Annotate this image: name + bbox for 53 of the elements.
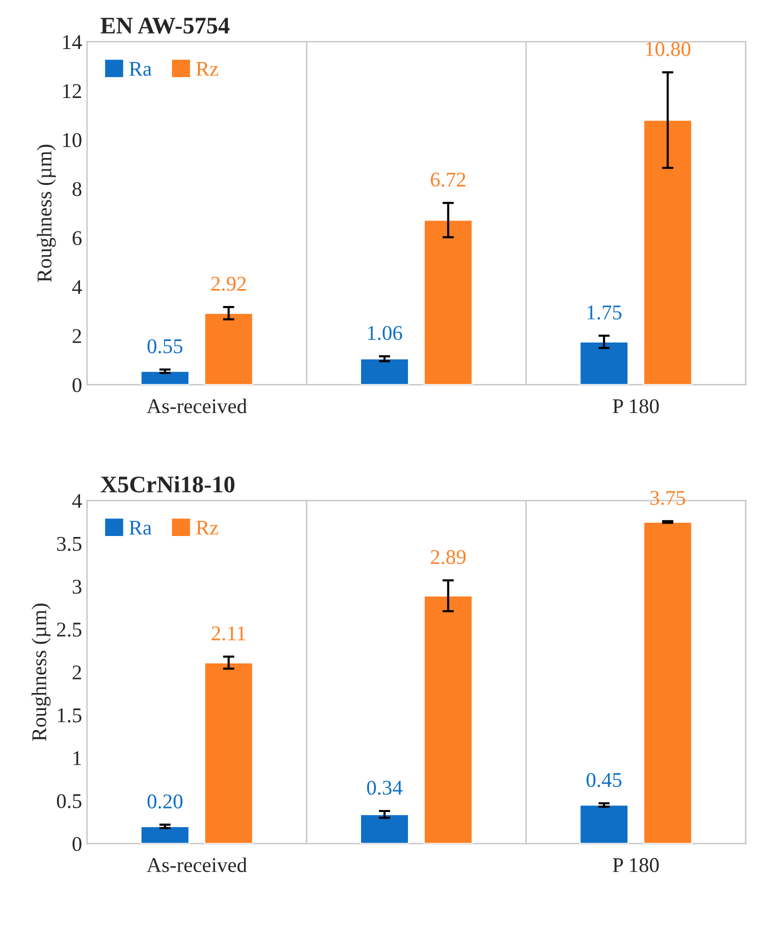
y-tick-label: 4 xyxy=(72,280,82,294)
bar xyxy=(204,312,254,385)
data-label: 0.55 xyxy=(148,339,182,354)
data-label: 2.89 xyxy=(430,550,466,564)
y-tick-label: 0 xyxy=(72,836,82,852)
bar xyxy=(579,804,629,844)
y-tick-label: 6 xyxy=(72,231,82,246)
chart-title: X5CrNi18-10 xyxy=(100,476,234,492)
legend-label: Ra xyxy=(129,62,152,76)
data-label: 0.34 xyxy=(367,780,402,795)
y-tick-label: 1 xyxy=(74,751,81,766)
data-label: 3.75 xyxy=(650,490,686,506)
x-tick-label: P 180 xyxy=(612,858,659,872)
data-label: 2.11 xyxy=(212,626,246,640)
data-label: 6.72 xyxy=(430,172,466,187)
y-tick-label: 3.5 xyxy=(57,536,82,551)
y-tick-label: 2 xyxy=(72,329,82,343)
chart-title: EN AW-5754 xyxy=(100,18,230,34)
x-tick-label: As-received xyxy=(146,398,247,414)
bar xyxy=(140,370,190,385)
bar xyxy=(579,341,629,385)
bar xyxy=(140,826,190,844)
y-tick-label: 1.5 xyxy=(58,708,82,722)
bar xyxy=(360,358,410,385)
data-label: 1.06 xyxy=(368,326,402,340)
data-label: 10.80 xyxy=(646,42,690,56)
y-tick-label: 0 xyxy=(72,378,82,392)
y-tick-label: 0.5 xyxy=(56,794,82,808)
x-tick-label: As-received xyxy=(146,857,247,872)
x-tick-label: P 180 xyxy=(612,399,659,414)
data-label: 0.20 xyxy=(148,794,182,809)
bar xyxy=(642,521,693,844)
bar xyxy=(423,219,474,385)
y-tick-label: 12 xyxy=(63,84,82,98)
y-tick-label: 14 xyxy=(63,35,82,49)
data-label: 1.75 xyxy=(588,306,622,320)
y-tick-label: 2.5 xyxy=(57,622,82,637)
legend-label: Rz xyxy=(196,62,218,76)
y-tick-label: 10 xyxy=(63,133,82,148)
y-tick-label: 8 xyxy=(72,182,82,196)
data-label: 2.92 xyxy=(211,276,246,291)
y-axis-title: Roughness (µm) xyxy=(36,144,56,282)
y-tick-label: 4 xyxy=(72,494,82,508)
y-tick-label: 2 xyxy=(72,666,82,680)
bar xyxy=(204,662,254,844)
y-tick-label: 3 xyxy=(72,580,82,594)
data-label: 0.45 xyxy=(586,772,622,788)
bar xyxy=(360,814,410,844)
y-axis-title: Roughness (µm) xyxy=(32,604,51,741)
bar xyxy=(423,595,474,844)
legend-label: Rz xyxy=(196,520,218,535)
bar xyxy=(642,119,693,385)
legend-label: Ra xyxy=(129,520,152,535)
